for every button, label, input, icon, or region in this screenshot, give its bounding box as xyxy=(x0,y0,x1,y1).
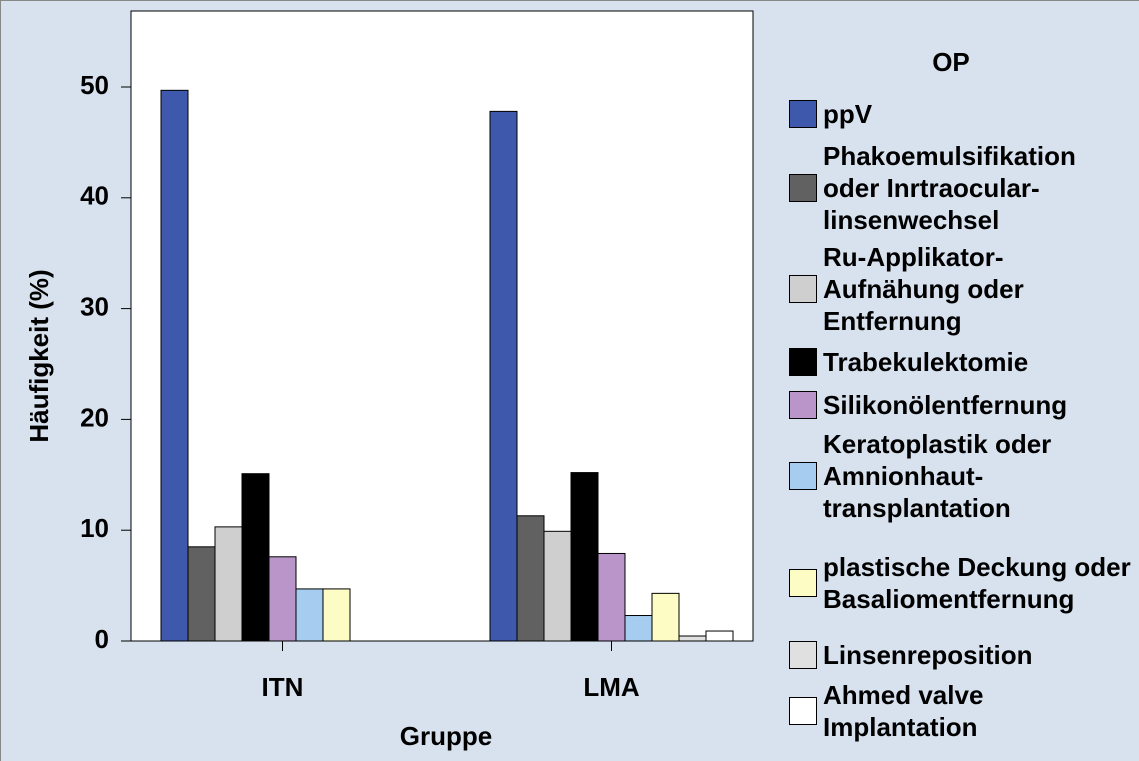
legend-label: Silikonölentfernung xyxy=(823,390,1068,420)
y-tick-label: 10 xyxy=(80,513,109,543)
bar xyxy=(322,588,351,642)
legend-swatch xyxy=(789,174,817,202)
legend-title: OP xyxy=(932,47,970,77)
legend-item: Linsenreposition xyxy=(789,639,1139,671)
bar xyxy=(516,515,545,642)
bar xyxy=(570,472,599,642)
y-tick-label: 20 xyxy=(80,402,109,432)
legend-label: plastische Deckung oder Basaliomentfernu… xyxy=(823,552,1131,614)
legend-swatch xyxy=(789,391,817,419)
legend-item: Ahmed valve Implantation xyxy=(789,679,1139,743)
bar xyxy=(543,530,572,642)
bar xyxy=(678,635,707,642)
legend-item: Phakoemulsifikation oder Inrtraocular-li… xyxy=(789,140,1139,236)
legend-swatch xyxy=(789,348,817,376)
bar xyxy=(241,473,270,642)
legend-label: ppV xyxy=(823,99,873,129)
legend-item: Ru-Applikator-Aufnähung oder Entfernung xyxy=(789,241,1139,337)
legend-label: Ru-Applikator-Aufnähung oder Entfernung xyxy=(823,242,1024,336)
bar xyxy=(187,546,216,642)
legend-swatch xyxy=(789,641,817,669)
legend-label: Phakoemulsifikation oder Inrtraocular-li… xyxy=(823,141,1076,235)
y-tick-label: 30 xyxy=(80,291,109,321)
y-tick-label: 50 xyxy=(80,70,109,100)
y-tick-label: 40 xyxy=(80,181,109,211)
bar xyxy=(651,592,680,642)
x-tick-label: LMA xyxy=(583,672,640,702)
bar xyxy=(705,630,734,642)
legend-label: Ahmed valve Implantation xyxy=(823,680,984,742)
y-tick-label: 0 xyxy=(95,624,109,654)
legend-label: Trabekulektomie xyxy=(823,347,1029,377)
legend-item: Keratoplastik oder Amnionhaut-transplant… xyxy=(789,428,1139,524)
bar xyxy=(295,588,324,642)
legend-swatch xyxy=(789,569,817,597)
legend-item: Trabekulektomie xyxy=(789,346,1139,378)
legend-item: Silikonölentfernung xyxy=(789,389,1139,421)
legend-item: ppV xyxy=(789,98,1139,130)
legend-label: Keratoplastik oder Amnionhaut-transplant… xyxy=(823,429,1052,523)
legend-item: plastische Deckung oder Basaliomentfernu… xyxy=(789,535,1139,631)
x-tick-label: ITN xyxy=(262,672,304,702)
bar xyxy=(268,556,297,642)
bar xyxy=(160,89,189,642)
x-axis-label: Gruppe xyxy=(400,721,492,751)
bar xyxy=(489,110,518,642)
bar xyxy=(214,526,243,642)
legend-swatch xyxy=(789,462,817,490)
y-axis-label: Häufigkeit (%) xyxy=(24,269,54,442)
bar xyxy=(624,615,653,642)
legend-swatch xyxy=(789,275,817,303)
legend-swatch xyxy=(789,100,817,128)
legend-swatch xyxy=(789,697,817,725)
bar xyxy=(597,552,626,642)
legend-label: Linsenreposition xyxy=(823,640,1033,670)
